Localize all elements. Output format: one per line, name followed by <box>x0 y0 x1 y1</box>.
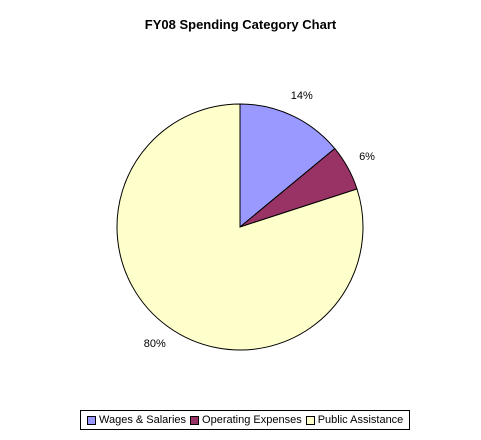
slice-label-operating-expenses: 6% <box>359 151 375 164</box>
legend-item-wages-salaries: Wages & Salaries <box>87 414 186 426</box>
chart-legend: Wages & Salaries Operating Expenses Publ… <box>80 410 411 430</box>
legend-swatch-public-assistance <box>305 415 315 425</box>
pie-slice-public-assistance <box>116 103 364 351</box>
legend-label-wages-salaries: Wages & Salaries <box>99 414 187 426</box>
legend-item-public-assistance: Public Assistance <box>305 414 404 426</box>
slice-label-wages-salaries: 14% <box>290 89 313 102</box>
legend-label-public-assistance: Public Assistance <box>317 414 404 426</box>
legend-swatch-wages-salaries <box>87 415 96 425</box>
chart-title: FY08 Spending Category Chart <box>144 17 337 32</box>
legend-label-operating-expenses: Operating Expenses <box>202 414 302 426</box>
pie-slice-wages-salaries <box>239 103 336 229</box>
legend-swatch-operating-expenses <box>190 415 200 425</box>
slice-label-public-assistance: 80% <box>143 338 166 351</box>
legend-item-operating-expenses: Operating Expenses <box>190 414 302 426</box>
